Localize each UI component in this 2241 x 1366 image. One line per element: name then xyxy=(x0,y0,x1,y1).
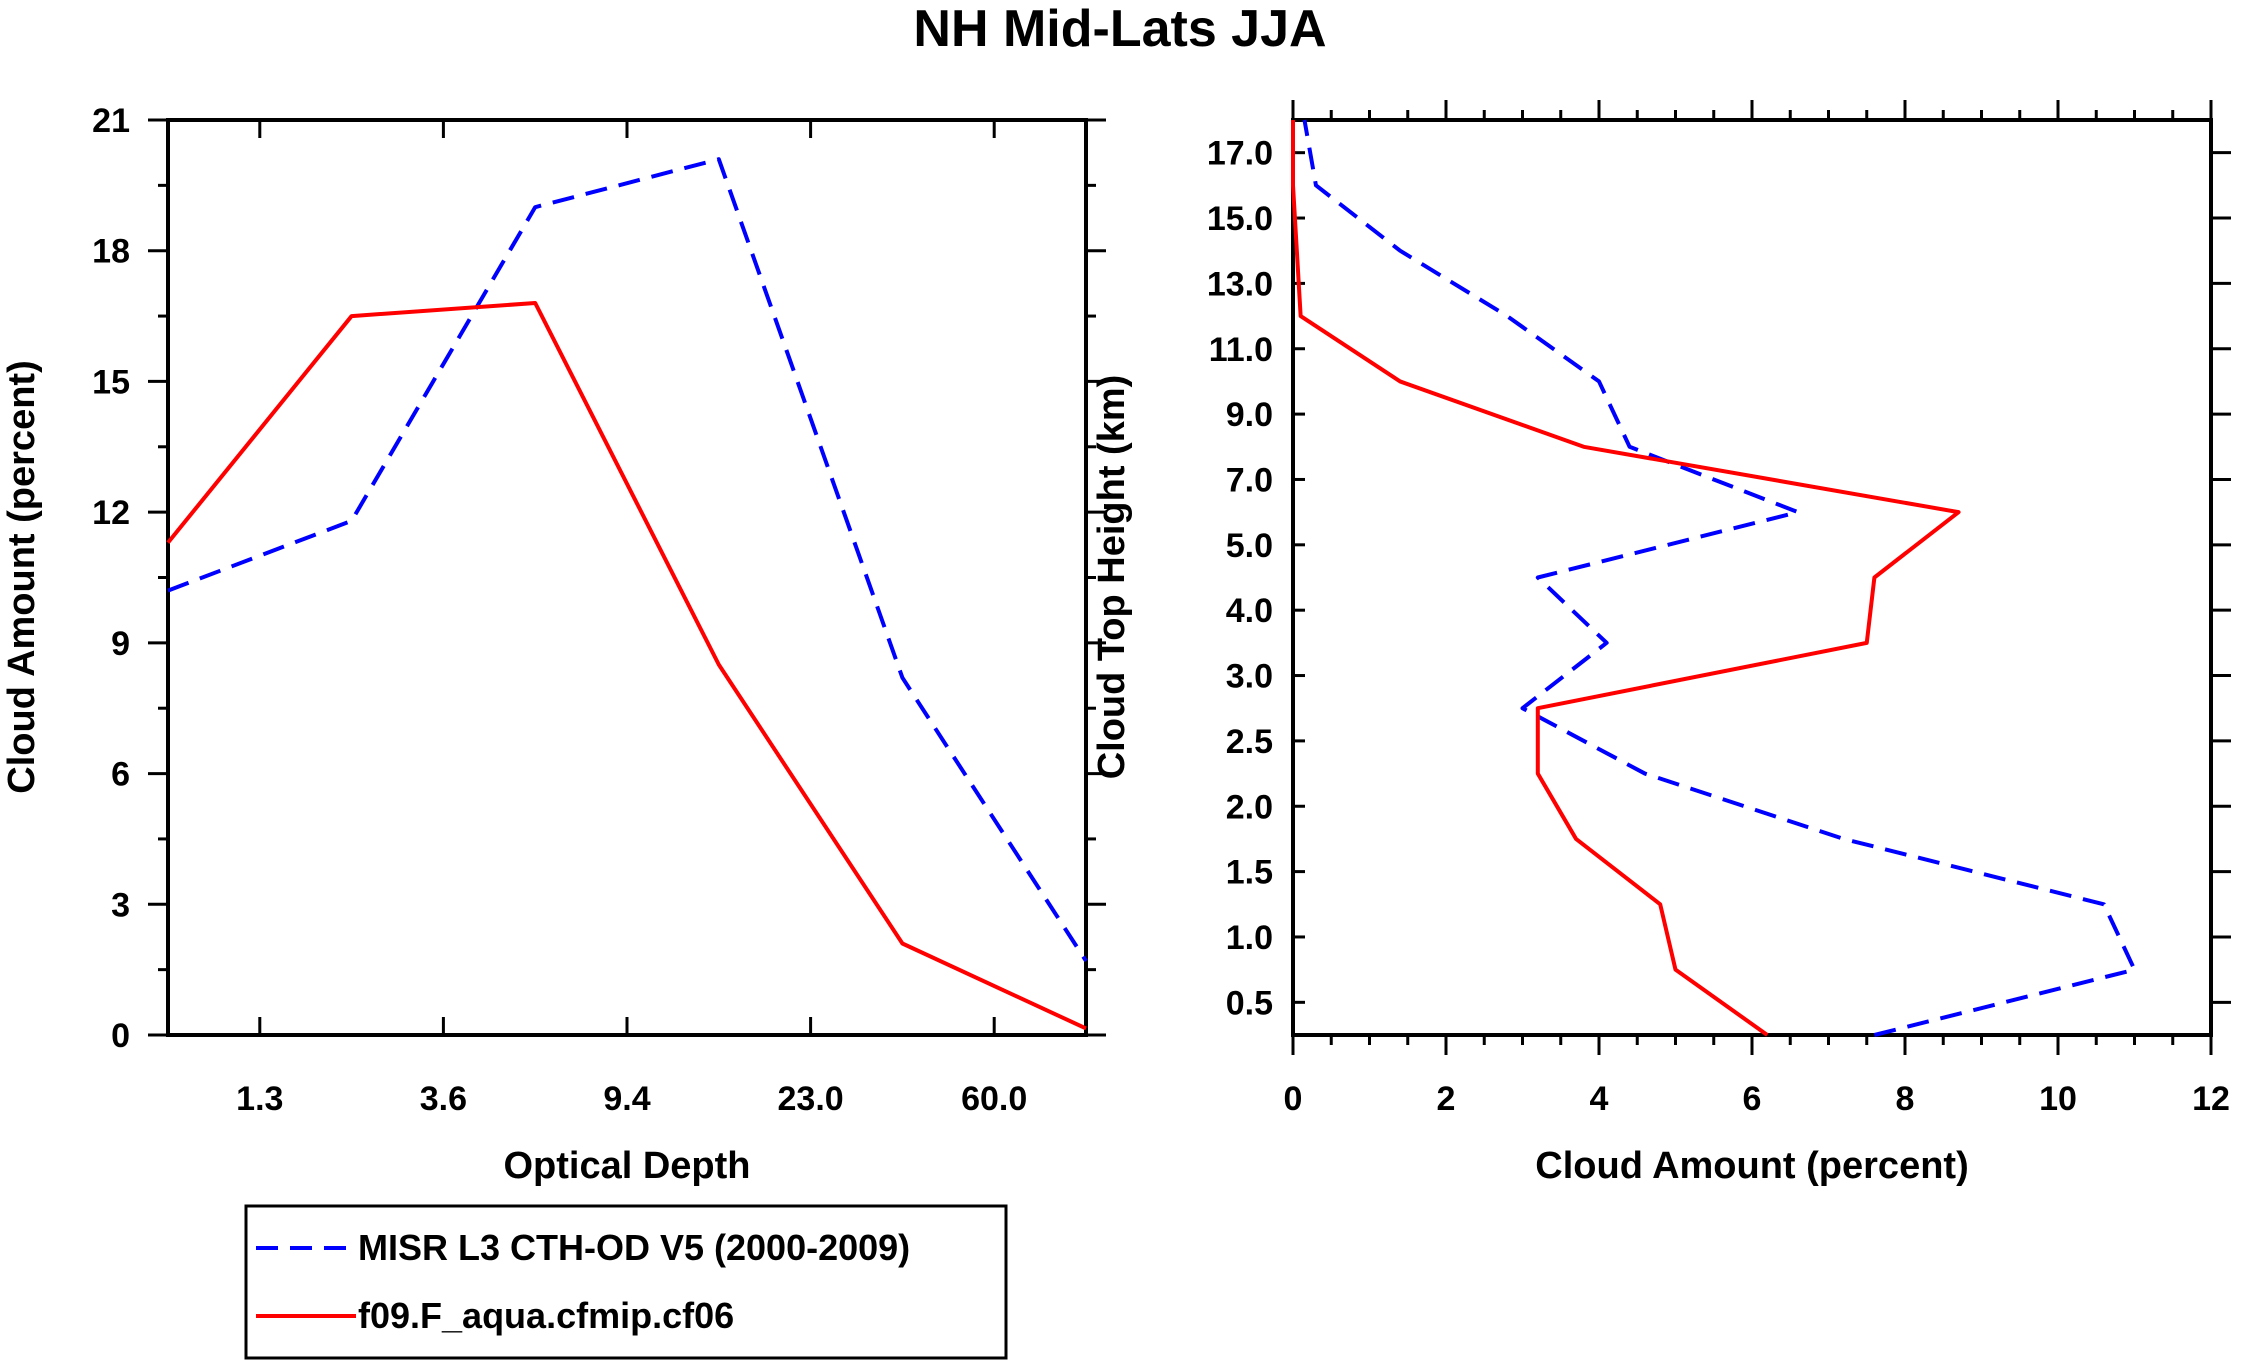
right-x-tick-labels: 0 2 4 6 8 10 12 xyxy=(1284,1080,2230,1118)
series-line-model xyxy=(1291,120,1961,1037)
right-series xyxy=(1291,119,2137,1037)
left-y-tick-labels: 0 3 6 9 12 15 18 21 xyxy=(92,102,130,1055)
y-tick-label: 18 xyxy=(92,233,130,271)
right-x-axis-label: Cloud Amount (percent) xyxy=(1535,1145,1968,1187)
y-tick-label: 1.5 xyxy=(1226,854,1273,892)
y-tick-label: 15.0 xyxy=(1207,200,1273,238)
right-plot-frame xyxy=(1291,118,2213,1037)
y-tick-label: 2.0 xyxy=(1226,788,1273,826)
y-tick-label: 3 xyxy=(111,886,130,924)
y-tick-label: 7.0 xyxy=(1226,461,1273,499)
left-x-tick-labels: 1.3 3.6 9.4 23.0 60.0 xyxy=(236,1080,1027,1118)
x-tick-label: 8 xyxy=(1896,1080,1915,1118)
y-tick-label: 0 xyxy=(111,1017,130,1055)
left-series xyxy=(166,157,1088,1031)
y-tick-label: 12 xyxy=(92,494,130,532)
series-line-model xyxy=(166,301,1087,1031)
legend-frame xyxy=(244,1204,1008,1360)
y-tick-label: 0.5 xyxy=(1226,984,1273,1022)
x-tick-label: 4 xyxy=(1590,1080,1609,1118)
right-y-tick-labels: 0.5 1.0 1.5 2.0 2.5 3.0 4.0 5.0 7.0 9.0 11.0 13.0 15… xyxy=(1207,135,1273,1023)
y-tick-label: 9.0 xyxy=(1226,396,1273,434)
y-tick-label: 17.0 xyxy=(1207,135,1273,173)
left-plot-frame xyxy=(166,118,1088,1037)
y-tick-label: 9 xyxy=(111,625,130,663)
x-tick-label: 1.3 xyxy=(236,1080,283,1118)
left-y-axis-label: Cloud Amount (percent) xyxy=(1,360,43,793)
series-line-misr xyxy=(167,157,1088,963)
x-tick-label: 6 xyxy=(1743,1080,1762,1118)
x-tick-label: 23.0 xyxy=(778,1080,844,1118)
y-tick-label: 1.0 xyxy=(1226,919,1273,957)
y-tick-label: 13.0 xyxy=(1207,265,1273,303)
legend-label-misr: MISR L3 CTH-OD V5 (2000-2009) xyxy=(358,1227,910,1268)
x-tick-label: 60.0 xyxy=(961,1080,1027,1118)
chart-title: NH Mid-Lats JJA xyxy=(913,0,1326,58)
legend: MISR L3 CTH-OD V5 (2000-2009) f09.F_aqua… xyxy=(244,1204,1008,1360)
right-y-axis-label: Cloud Top Height (km) xyxy=(1091,375,1133,780)
y-tick-label: 6 xyxy=(111,756,130,794)
y-tick-label: 15 xyxy=(92,363,130,401)
series-line-misr xyxy=(1302,119,2137,1037)
x-tick-label: 12 xyxy=(2192,1080,2230,1118)
left-panel: 1.3 3.6 9.4 23.0 60.0 0 3 6 9 12 15 18 21 Optical D… xyxy=(1,102,1106,1187)
y-tick-label: 11.0 xyxy=(1209,331,1273,369)
x-tick-label: 10 xyxy=(2039,1080,2077,1118)
left-x-axis-label: Optical Depth xyxy=(503,1145,750,1187)
left-ticks xyxy=(148,118,1106,1037)
x-tick-label: 0 xyxy=(1284,1080,1303,1118)
y-tick-label: 21 xyxy=(92,102,130,140)
legend-label-model: f09.F_aqua.cfmip.cf06 xyxy=(358,1295,734,1336)
x-tick-label: 9.4 xyxy=(603,1080,650,1118)
right-ticks xyxy=(1291,100,2231,1055)
right-panel: 0 2 4 6 8 10 12 0.5 1.0 1.5 2.0 2.5 3.0 4.0 5.0 7.0 9.0… xyxy=(1091,100,2231,1187)
y-tick-label: 2.5 xyxy=(1226,723,1273,761)
x-tick-label: 2 xyxy=(1437,1080,1456,1118)
y-tick-label: 3.0 xyxy=(1226,658,1273,696)
y-tick-label: 4.0 xyxy=(1226,592,1273,630)
y-tick-label: 5.0 xyxy=(1226,527,1273,565)
x-tick-label: 3.6 xyxy=(420,1080,467,1118)
